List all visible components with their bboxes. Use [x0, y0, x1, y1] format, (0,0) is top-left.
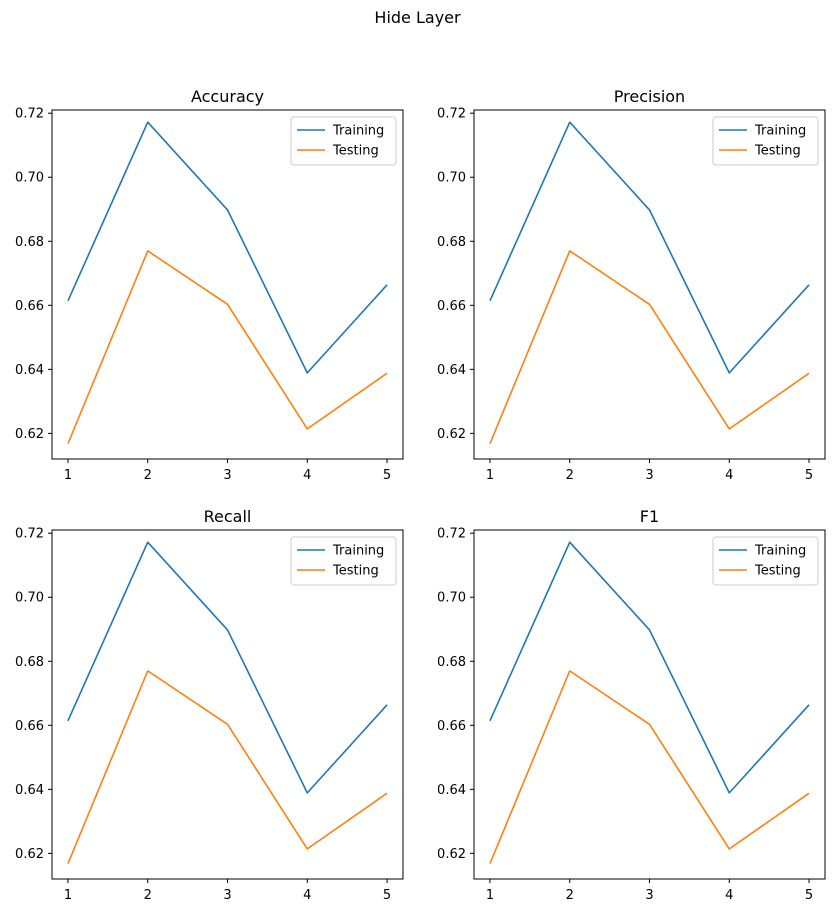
series-line-training	[67, 121, 388, 374]
y-tick-label: 0.66	[437, 299, 466, 314]
x-tick-label: 4	[303, 468, 311, 483]
legend: Training Testing	[712, 116, 819, 166]
legend-label: Training	[754, 544, 806, 559]
legend-label: Testing	[332, 564, 379, 579]
legend-label: Testing	[754, 564, 801, 579]
x-tick-label: 4	[725, 468, 733, 483]
x-tick-label: 5	[805, 468, 813, 483]
axes-frame	[51, 109, 404, 460]
x-tick-label: 2	[144, 888, 152, 903]
y-tick-label: 0.62	[15, 847, 44, 862]
y-tick-label: 0.62	[15, 427, 44, 442]
chart-panel-2: Precision 0.62 0.64 0.66 0.68 0.70 0.72 1 2 3 4 5 Tr…	[437, 87, 826, 483]
legend-label: Training	[754, 124, 806, 139]
x-tick-label: 5	[805, 888, 813, 903]
chart-title: Recall	[204, 507, 252, 526]
y-tick-label: 0.68	[437, 235, 466, 250]
x-tick-label: 2	[566, 468, 574, 483]
x-tick-label: 4	[725, 888, 733, 903]
x-tick-label: 3	[223, 888, 231, 903]
y-tick-label: 0.70	[437, 171, 466, 186]
chart-panel-4: F10.620.640.660.680.700.721 2 3 4 5TrainingT…	[437, 507, 826, 903]
legend: Training Testing	[290, 536, 397, 586]
axes-frame	[473, 529, 826, 880]
y-tick-label: 0.62	[437, 427, 466, 442]
x-tick-label: 1	[486, 888, 494, 903]
series-line-testing	[489, 670, 810, 864]
y-tick-label: 0.72	[15, 527, 44, 542]
x-tick-label: 2	[144, 468, 152, 483]
legend: Training Testing	[290, 116, 397, 166]
x-tick-label: 5	[383, 468, 391, 483]
chart-panel-1: Accuracy 0.62 0.64 0.66 0.68 0.70 0.72 1 2 3 4 5 Tra…	[15, 87, 404, 483]
figure-title: Hide Layer	[374, 8, 461, 27]
axes-frame	[473, 109, 826, 460]
y-tick-label: 0.64	[15, 783, 44, 798]
y-tick-label: 0.70	[15, 171, 44, 186]
axes-frame	[51, 529, 404, 880]
y-tick-label: 0.72	[437, 527, 466, 542]
legend: Training Testing	[712, 536, 819, 586]
y-tick-label: 0.70	[437, 591, 466, 606]
x-tick-label: 2	[566, 888, 574, 903]
series-line-testing	[67, 670, 388, 864]
series-line-training	[67, 541, 388, 794]
y-tick-label: 0.72	[15, 107, 44, 122]
y-tick-label: 0.68	[15, 655, 44, 670]
legend-label: Training	[332, 124, 384, 139]
series-line-testing	[67, 250, 388, 444]
y-tick-label: 0.72	[437, 107, 466, 122]
y-tick-label: 0.64	[437, 363, 466, 378]
x-tick-label: 3	[645, 468, 653, 483]
y-tick-label: 0.66	[437, 719, 466, 734]
legend-label: Testing	[754, 144, 801, 159]
legend-label: Training	[332, 544, 384, 559]
x-tick-label: 4	[303, 888, 311, 903]
x-tick-label: 1	[64, 888, 72, 903]
x-tick-label: 1	[486, 468, 494, 483]
series-line-testing	[489, 250, 810, 444]
y-tick-label: 0.64	[437, 783, 466, 798]
legend-label: Testing	[332, 144, 379, 159]
y-tick-label: 0.70	[15, 591, 44, 606]
x-tick-label: 3	[645, 888, 653, 903]
legend-box	[712, 536, 819, 586]
x-tick-label: 1	[64, 468, 72, 483]
chart-title: F1	[640, 507, 659, 526]
series-line-training	[489, 121, 810, 374]
y-tick-label: 0.62	[437, 847, 466, 862]
y-tick-label: 0.64	[15, 363, 44, 378]
legend-box	[712, 116, 819, 166]
series-line-training	[489, 541, 810, 794]
chart-panel-3: Recall 0.62 0.64 0.66 0.68 0.70 0.72 1 2 3 4 5 Train…	[15, 507, 404, 903]
y-tick-label: 0.68	[15, 235, 44, 250]
legend-box	[290, 536, 397, 586]
chart-title: Accuracy	[191, 87, 264, 106]
x-tick-label: 5	[383, 888, 391, 903]
y-tick-label: 0.66	[15, 299, 44, 314]
chart-title: Precision	[614, 87, 685, 106]
y-tick-label: 0.66	[15, 719, 44, 734]
legend-box	[290, 116, 397, 166]
x-tick-label: 3	[223, 468, 231, 483]
y-tick-label: 0.68	[437, 655, 466, 670]
